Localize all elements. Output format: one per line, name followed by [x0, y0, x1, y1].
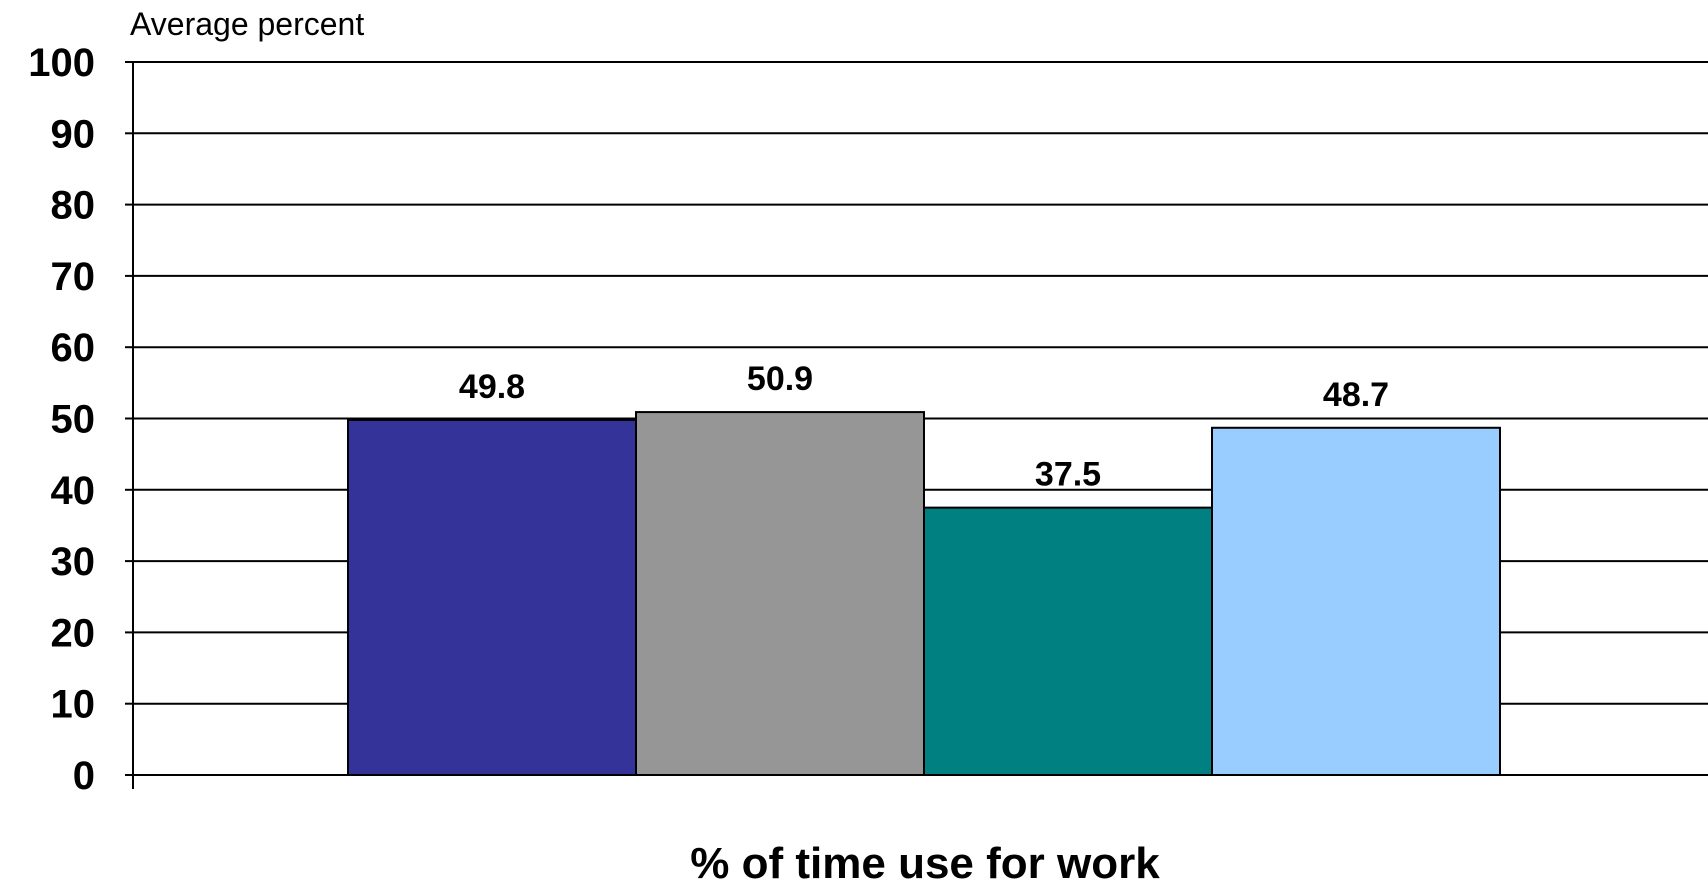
- y-tick-label: 70: [51, 255, 96, 299]
- bar-1: [347, 418, 637, 776]
- y-tick-label: 50: [51, 398, 96, 442]
- bar-4: [1211, 426, 1501, 776]
- labels: 0 10 20 30 40 50 60 70 80 90 100 49.8 50.9 37.5 48.7: [28, 41, 1389, 798]
- x-axis-title: % of time use for work: [690, 839, 1160, 883]
- y-tick-label: 0: [73, 754, 95, 798]
- bar-2: [635, 411, 925, 776]
- y-tick-label: 100: [28, 41, 95, 85]
- y-axis-title: Average percent: [130, 6, 364, 42]
- bar-value-label: 49.8: [459, 368, 525, 406]
- y-tick-label: 90: [51, 112, 96, 156]
- y-tick-label: 40: [51, 469, 96, 513]
- y-tick-label: 80: [51, 184, 96, 228]
- bars: [347, 411, 1501, 776]
- bar-3: [923, 506, 1213, 776]
- y-tick-label: 20: [51, 611, 96, 655]
- y-tick-label: 10: [51, 683, 96, 727]
- bar-value-label: 37.5: [1035, 456, 1101, 494]
- y-tick-label: 30: [51, 540, 96, 584]
- y-tick-label: 60: [51, 326, 96, 370]
- bar-value-label: 50.9: [747, 360, 813, 398]
- axes: [125, 61, 1708, 789]
- bar-value-label: 48.7: [1323, 376, 1389, 414]
